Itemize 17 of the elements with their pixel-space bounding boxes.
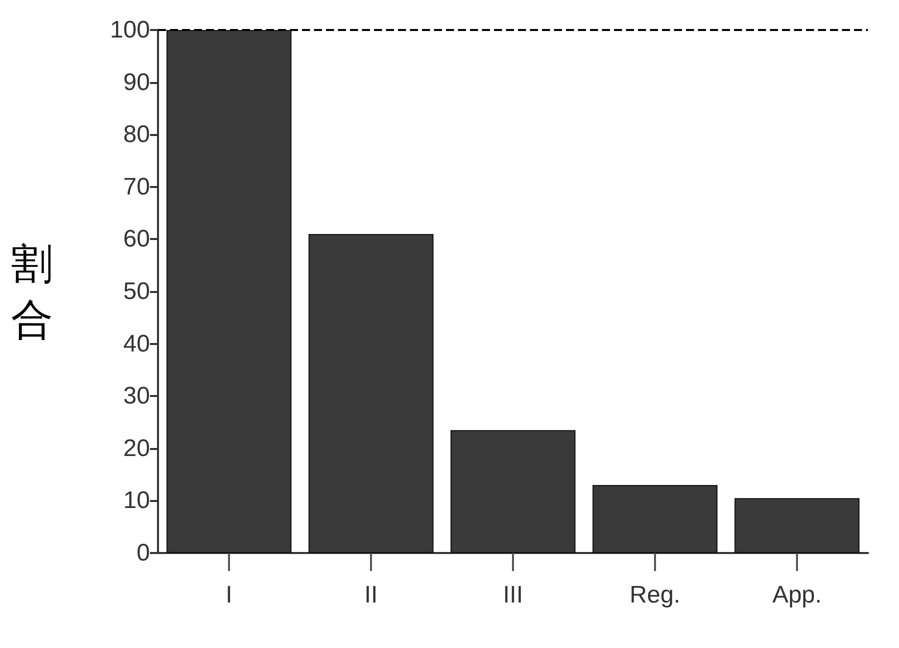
x-tick-label: III [502, 582, 524, 608]
x-tick-label: App. [772, 582, 822, 608]
x-tick-label: II [364, 582, 378, 608]
y-tick-label: 70 [123, 173, 150, 200]
y-tick-label: 90 [123, 68, 150, 96]
y-axis-title: 割合 [11, 239, 53, 344]
y-tick-label: 0 [136, 540, 150, 566]
y-tick-label: 50 [123, 278, 150, 305]
x-tick-label: I [226, 582, 232, 608]
y-tick-label: 10 [123, 487, 150, 514]
y-tick-label: 100 [110, 16, 150, 44]
y-tick-label: 60 [123, 226, 150, 253]
y-tick-label: 40 [123, 330, 150, 358]
y-tick-label: 80 [123, 121, 150, 148]
y-tick-label: 30 [123, 382, 150, 410]
y-tick-label: 20 [123, 434, 150, 462]
x-tick-label: Reg. [630, 582, 680, 608]
